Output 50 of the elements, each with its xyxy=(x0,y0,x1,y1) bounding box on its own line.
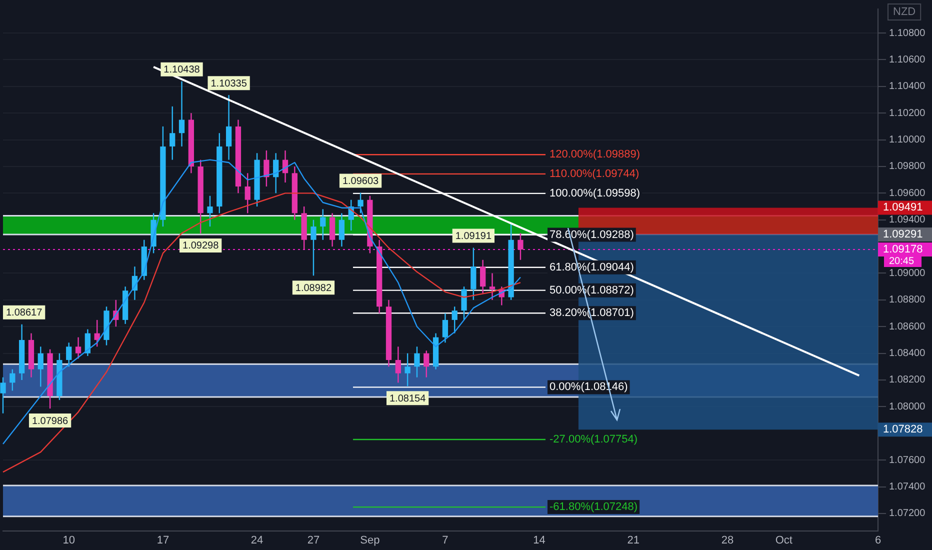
text: 20:45 xyxy=(889,256,914,268)
ref-line-label: 120.00%(1.09889) xyxy=(550,148,640,161)
y-tick-label: 1.09600 xyxy=(889,188,926,199)
x-tick-label: 14 xyxy=(533,534,546,546)
y-tick-label: 1.10000 xyxy=(889,134,926,146)
y-tick-label: 1.08600 xyxy=(889,321,926,332)
y-tick-label: 1.09000 xyxy=(889,268,926,279)
ref-line-label: 100.00%(1.09598) xyxy=(550,187,640,200)
y-tick-label: 1.07600 xyxy=(889,454,926,466)
x-tick-label: 17 xyxy=(156,534,170,546)
y-tick-label: 1.08800 xyxy=(889,294,926,306)
y-tick-label: 1.07400 xyxy=(889,482,926,493)
annotation: 1.08617 xyxy=(6,308,43,319)
y-tick-label: 1.08200 xyxy=(889,374,926,386)
y-tick-label: 1.09400 xyxy=(889,214,926,226)
y-tick-label: 1.08400 xyxy=(889,348,926,360)
ref-line-label: 1.09178 xyxy=(883,244,923,256)
y-tick-label: 1.10800 xyxy=(889,28,926,39)
y-tick-label: 1.10600 xyxy=(889,54,926,66)
candlestick xyxy=(178,81,185,146)
annotation: 1.07986 xyxy=(32,416,69,427)
ref-line-label: -27.00%(1.07754) xyxy=(550,434,638,446)
y-tick-label: 1.07200 xyxy=(889,508,926,520)
x-tick-label: 28 xyxy=(721,534,734,546)
annotation: 1.09191 xyxy=(455,230,492,242)
ref-line-label: -61.80%(1.07248) xyxy=(550,501,638,514)
y-tick-label: 1.09800 xyxy=(889,161,926,172)
annotation: 1.09603 xyxy=(342,176,380,188)
annotation: 1.08982 xyxy=(295,282,332,294)
annotation: 1.10438 xyxy=(164,64,200,76)
annotation: 1.10335 xyxy=(210,78,248,90)
x-tick-label: 27 xyxy=(307,534,320,546)
ref-line-label: 110.00%(1.09744) xyxy=(550,168,640,180)
candlestick xyxy=(489,273,496,300)
band-label: 1.09491 xyxy=(883,202,923,214)
x-tick-label: 7 xyxy=(442,534,448,546)
x-tick-label: 21 xyxy=(627,534,640,546)
y-tick-label: 1.10200 xyxy=(889,108,926,119)
y-tick-label: 1.08000 xyxy=(889,401,926,412)
y-tick-label: 1.10400 xyxy=(889,81,926,92)
text: NZD xyxy=(893,6,916,18)
x-tick-label: 24 xyxy=(250,534,264,546)
band-label: 1.07828 xyxy=(883,424,923,436)
text: 1.09291 xyxy=(883,228,923,241)
x-tick-label: 10 xyxy=(62,534,75,546)
x-tick-label: Oct xyxy=(775,534,792,546)
annotation: 1.09298 xyxy=(182,240,220,252)
x-tick-label: 6 xyxy=(874,534,882,546)
annotation: 1.08154 xyxy=(389,393,426,404)
x-tick-label: Sep xyxy=(360,534,380,546)
